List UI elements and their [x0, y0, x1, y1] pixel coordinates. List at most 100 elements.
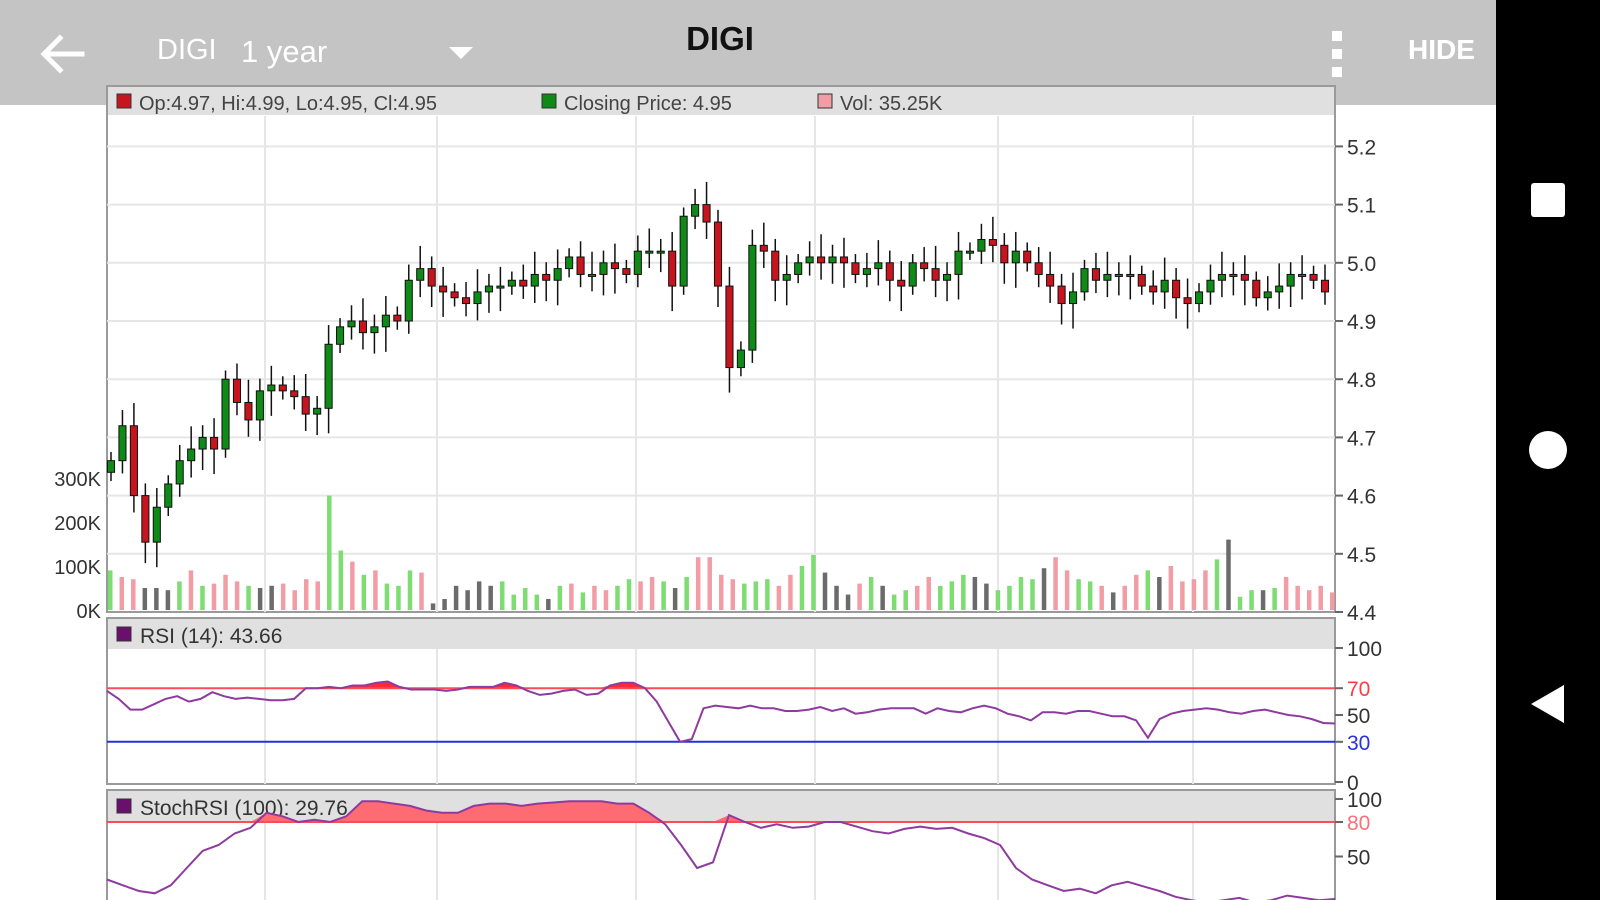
- volume-bar: [234, 581, 240, 610]
- volume-bar: [961, 574, 966, 610]
- candle-body: [313, 407, 322, 415]
- volume-bar: [615, 585, 620, 610]
- legend-label: Vol: 35.25K: [840, 93, 943, 115]
- candle-body: [461, 297, 471, 305]
- volume-bar: [1018, 577, 1024, 610]
- volume-bar: [995, 590, 1001, 610]
- candle-body: [393, 314, 402, 322]
- triangle-down-icon[interactable]: [446, 42, 476, 64]
- volume-bar: [315, 581, 321, 610]
- candle-body: [1217, 273, 1226, 281]
- hide-button[interactable]: HIDE: [1408, 34, 1475, 65]
- candle-body: [1080, 268, 1089, 293]
- rsi-tick-label: 50: [1347, 705, 1370, 728]
- volume-bar: [154, 588, 159, 610]
- volume-bar: [569, 583, 574, 610]
- circle-icon[interactable]: [1518, 420, 1578, 480]
- volume-bar: [845, 594, 851, 610]
- candle-body: [118, 425, 127, 462]
- legend-swatch: [541, 93, 557, 109]
- volume-bar: [523, 588, 528, 610]
- candle-body: [1114, 273, 1123, 277]
- candle-body: [1137, 273, 1146, 287]
- candle-body: [1320, 279, 1330, 293]
- symbol-label[interactable]: DIGI: [157, 34, 217, 66]
- stochrsi-legend-bar: [108, 791, 1334, 821]
- legend-swatch: [116, 93, 132, 109]
- volume-tick-label: 0K: [77, 601, 102, 623]
- candle-body: [943, 273, 952, 281]
- volume-bar: [1110, 592, 1116, 610]
- volume-bar: [1122, 585, 1127, 610]
- vertical-dots-icon[interactable]: [1318, 28, 1358, 80]
- stochrsi-tick-label: 50: [1347, 847, 1370, 870]
- volume-bar: [338, 550, 344, 610]
- volume-bar: [1318, 585, 1323, 610]
- candle-body: [565, 256, 574, 270]
- candle-body: [255, 390, 264, 421]
- candle-body: [404, 279, 413, 322]
- candle-body: [553, 268, 562, 281]
- candle-body: [416, 268, 425, 281]
- candle-body: [1091, 268, 1100, 281]
- candle-body: [702, 204, 711, 223]
- volume-bar: [592, 585, 597, 610]
- candle-body: [828, 256, 837, 264]
- candle-body: [129, 425, 138, 497]
- candle-body: [324, 343, 333, 409]
- volume-bar: [350, 561, 355, 610]
- square-icon[interactable]: [1518, 170, 1578, 230]
- volume-bar: [1041, 568, 1047, 610]
- volume-bar: [753, 581, 759, 610]
- candle-body: [748, 244, 757, 351]
- candle-body: [771, 250, 780, 281]
- candle-body: [210, 436, 219, 450]
- rsi-legend-swatch: [116, 626, 132, 642]
- price-tick-label: 4.7: [1347, 427, 1376, 450]
- volume-bar: [1191, 579, 1197, 610]
- candle-body: [1160, 279, 1169, 293]
- candle-body: [668, 250, 677, 287]
- candle-body: [278, 384, 287, 392]
- candle-body: [1023, 250, 1032, 264]
- volume-bar: [811, 555, 816, 610]
- triangle-left-icon[interactable]: [1518, 674, 1578, 734]
- volume-bar: [1087, 581, 1093, 610]
- period-selector[interactable]: 1 year: [241, 34, 328, 69]
- candle-body: [885, 262, 894, 281]
- stock-chart[interactable]: 4.44.54.64.74.84.95.05.15.20K100K200K300…: [0, 0, 1496, 900]
- candle-body: [1103, 273, 1112, 281]
- price-tick-label: 4.8: [1347, 369, 1376, 392]
- volume-bar: [926, 577, 932, 610]
- volume-bar: [972, 577, 978, 610]
- arrow-left-icon[interactable]: [36, 30, 88, 78]
- candle-body: [1275, 285, 1284, 293]
- volume-bar: [880, 585, 885, 610]
- candle-body: [347, 320, 356, 328]
- candle-body: [713, 221, 723, 287]
- price-tick-label: 4.9: [1347, 311, 1376, 334]
- candle-body: [1126, 273, 1135, 277]
- volume-bar: [719, 574, 724, 610]
- rsi-tick-label: 0: [1347, 772, 1359, 795]
- volume-bar: [765, 579, 770, 610]
- volume-bar: [419, 572, 424, 610]
- candle-body: [1149, 285, 1158, 293]
- volume-bar: [730, 579, 736, 610]
- candle-body: [1229, 273, 1238, 277]
- volume-bar: [1283, 577, 1289, 610]
- rsi-legend-label: RSI (14): 43.66: [140, 625, 282, 648]
- volume-bar: [223, 574, 228, 610]
- volume-bar: [788, 574, 793, 610]
- volume-tick-label: 200K: [54, 513, 101, 535]
- volume-tick-label: 300K: [54, 469, 101, 491]
- candle-body: [897, 279, 906, 287]
- candle-body: [141, 495, 150, 543]
- volume-bar: [903, 590, 908, 610]
- rsi-line: [106, 680, 1336, 743]
- volume-bar: [1295, 585, 1300, 610]
- volume-bar: [384, 583, 390, 610]
- volume-bar: [292, 590, 297, 610]
- volume-bar: [822, 572, 828, 610]
- volume-bar: [280, 583, 286, 610]
